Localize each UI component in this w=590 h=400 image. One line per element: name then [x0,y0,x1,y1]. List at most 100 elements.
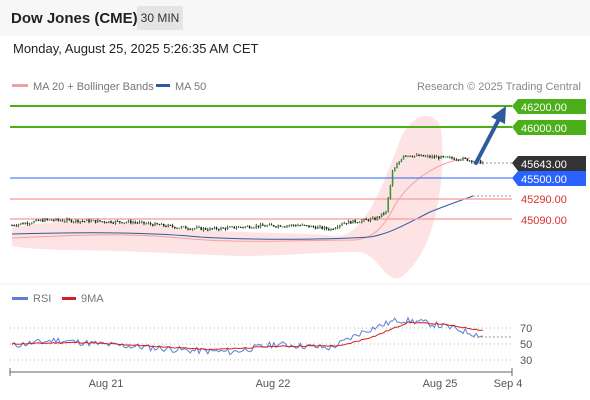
bollinger-band [12,116,443,279]
candle-body [189,228,191,230]
tag-46200: 46200.00 [512,99,586,114]
candle-body [444,156,447,158]
candle-body [213,227,216,229]
candle-body [193,228,196,230]
candle-body [83,221,86,223]
candle-body [134,222,136,224]
candle-body [407,155,409,157]
candle-body [11,225,13,227]
candle-body [182,226,185,228]
candle-body [372,217,374,219]
ma9-legend-swatch [62,297,76,300]
ma20-line [11,157,471,242]
candle-body [167,224,169,227]
candle-body [334,227,337,230]
candle-body [171,225,174,227]
candle-body [264,225,266,227]
candle-body [248,226,251,228]
candle-body [77,220,79,223]
candle-body [332,228,334,230]
forecast-arrow [474,106,506,165]
candle-body [268,224,271,226]
candle-body [409,155,411,157]
candle-body [429,155,431,158]
candle-body [53,220,55,222]
candle-body [314,227,317,229]
candle-body [130,220,132,224]
candle-body [387,198,389,212]
candle-body [277,225,279,227]
candle-body [79,221,81,223]
candle-body [389,185,392,199]
candle-body [196,227,198,229]
instrument-title: Dow Jones (CME) [11,10,138,27]
candle-body [323,227,326,229]
tag-45643-label: 45643.00 [521,159,567,171]
rsi-tick-30: 30 [520,355,532,367]
candle-body [37,219,40,221]
candle-body [391,171,394,186]
candle-body [125,222,128,224]
candle-body [218,229,220,231]
candle-body [352,220,354,224]
candle-body [374,217,376,220]
rsi-legend: RSI 9MA [12,293,104,305]
rsi-tick-50: 50 [520,339,532,351]
timeframe-badge[interactable]: 30 MIN [137,6,183,30]
candle-body [39,219,42,221]
candle-body [422,154,425,157]
candle-body [176,227,178,229]
candle-body [290,224,293,226]
x-tick-aug22: Aug 22 [256,378,291,390]
legend-label-ma50: MA 50 [175,81,206,93]
candle-body [376,216,378,220]
candle-body [328,228,330,230]
candle-body [288,225,290,227]
rsi-tick-70: 70 [520,323,532,335]
rsi-line [11,316,483,356]
candle-body [400,159,403,162]
candle-body [121,222,123,224]
rsi-legend-label: RSI [33,293,51,305]
rsi-reference-lines: 70 50 30 [10,323,532,367]
candle-body [119,221,121,223]
candle-body [97,220,99,223]
candle-body [105,222,108,224]
candle-body [24,222,26,225]
candle-body [270,224,273,226]
candle-body [90,220,92,223]
candle-body [317,226,319,229]
candle-body [325,227,328,229]
tag-46000-label: 46000.00 [521,123,567,135]
candle-body [321,226,323,229]
candle-body [416,154,418,156]
candle-body [255,225,257,228]
candle-body [473,161,475,163]
candle-body [229,226,231,228]
candle-body [136,222,139,224]
candle-body [405,155,407,157]
candle-body [187,228,189,230]
candle-body [68,219,70,221]
candle-body [466,158,469,161]
candle-body [26,222,29,225]
candle-body [457,159,460,161]
candle-body [235,227,238,229]
candle-body [112,222,114,224]
candle-body [295,225,297,227]
candle-body [138,221,141,223]
candle-body [237,226,240,228]
candle-body [319,226,321,228]
candle-body [28,223,31,225]
candle-body [431,156,433,158]
candle-body [165,225,167,227]
candle-body [149,223,152,225]
candle-body [259,224,262,228]
candle-body [286,225,288,227]
x-tick-aug25: Aug 25 [423,378,458,390]
candle-body [361,220,363,223]
candle-body [160,223,163,226]
candle-body [178,227,180,229]
candle-body [246,226,249,228]
